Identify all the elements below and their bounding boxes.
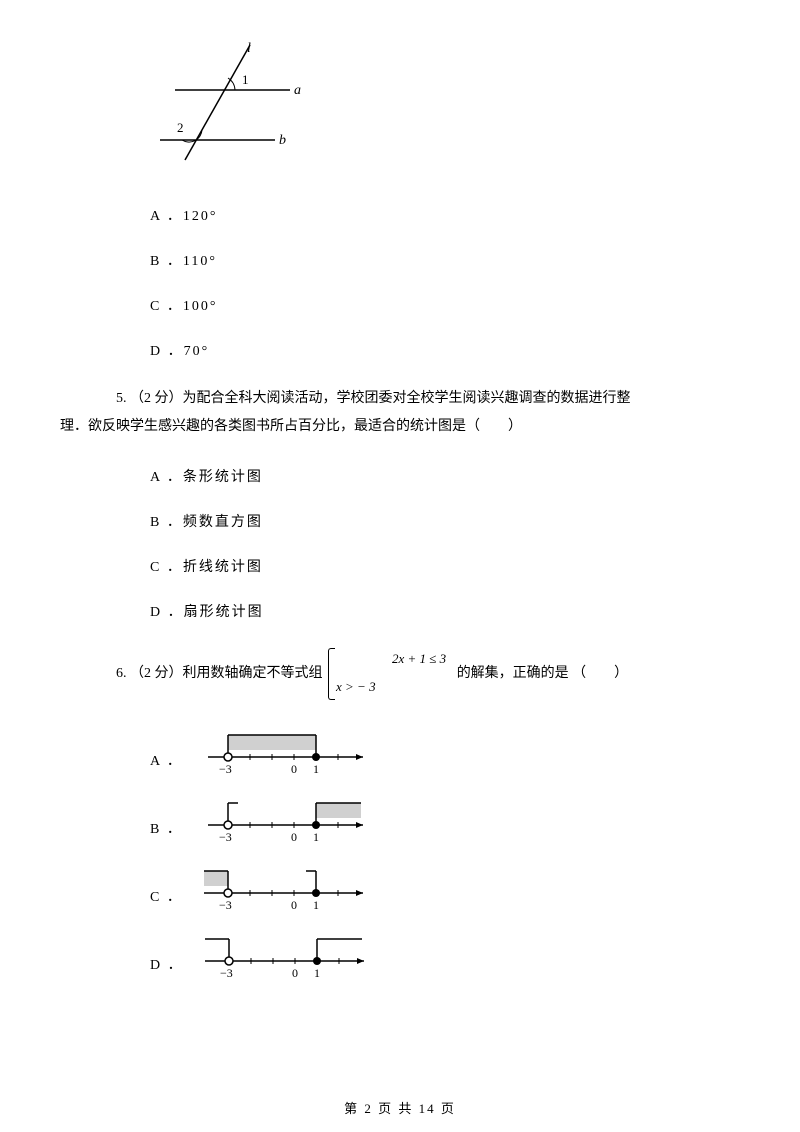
svg-text:−3: −3 xyxy=(219,830,232,843)
label-2: 2 xyxy=(177,120,184,135)
svg-text:0: 0 xyxy=(291,830,297,843)
q5-option-a: A ．条形统计图 xyxy=(150,466,740,486)
numberline-a-icon: −3 0 1 xyxy=(198,727,373,775)
label-b: b xyxy=(279,133,286,148)
q5-option-d: D ．扇形统计图 xyxy=(150,601,740,621)
q6-option-d: D ． −3 0 1 xyxy=(150,931,740,979)
label-1: 1 xyxy=(242,72,249,87)
numberline-b-icon: −3 0 1 xyxy=(198,795,373,843)
svg-text:1: 1 xyxy=(313,898,319,911)
q5-text: 5. （2 分）为配合全科大阅读活动，学校团委对全校学生阅读兴趣调查的数据进行整… xyxy=(60,385,740,441)
q6-option-c: C ． −3 0 1 xyxy=(150,863,740,911)
svg-text:−3: −3 xyxy=(220,966,233,979)
q6-option-b: B ． −3 0 1 xyxy=(150,795,740,843)
q4-option-b: B ．110° xyxy=(150,250,740,270)
numberline-d-icon: −3 0 1 xyxy=(199,931,374,979)
svg-text:0: 0 xyxy=(291,898,297,911)
svg-text:0: 0 xyxy=(291,762,297,775)
svg-text:−3: −3 xyxy=(219,762,232,775)
q4-option-c: C ．100° xyxy=(150,295,740,315)
label-a: a xyxy=(294,83,301,98)
svg-text:0: 0 xyxy=(292,966,298,979)
numberline-c-icon: −3 0 1 xyxy=(198,863,373,911)
page-footer: 第 2 页 共 14 页 xyxy=(0,1098,800,1117)
svg-text:−3: −3 xyxy=(219,898,232,911)
q6-option-a: A ． −3 0 1 xyxy=(150,727,740,775)
q4-option-d: D ．70° xyxy=(150,340,740,360)
inequality-system: 2x + 1 ≤ 3 x > − 3 xyxy=(326,646,446,702)
label-l: l xyxy=(247,41,251,56)
svg-text:1: 1 xyxy=(314,966,320,979)
svg-text:1: 1 xyxy=(313,762,319,775)
svg-text:1: 1 xyxy=(313,830,319,843)
q6-text: 6. （2 分）利用数轴确定不等式组 2x + 1 ≤ 3 x > − 3 的解… xyxy=(60,646,740,702)
q4-option-a: A ．120° xyxy=(150,205,740,225)
q5-option-c: C ．折线统计图 xyxy=(150,556,740,576)
q5-option-b: B ．频数直方图 xyxy=(150,511,740,531)
q4-diagram: l a b 1 2 xyxy=(150,40,740,175)
